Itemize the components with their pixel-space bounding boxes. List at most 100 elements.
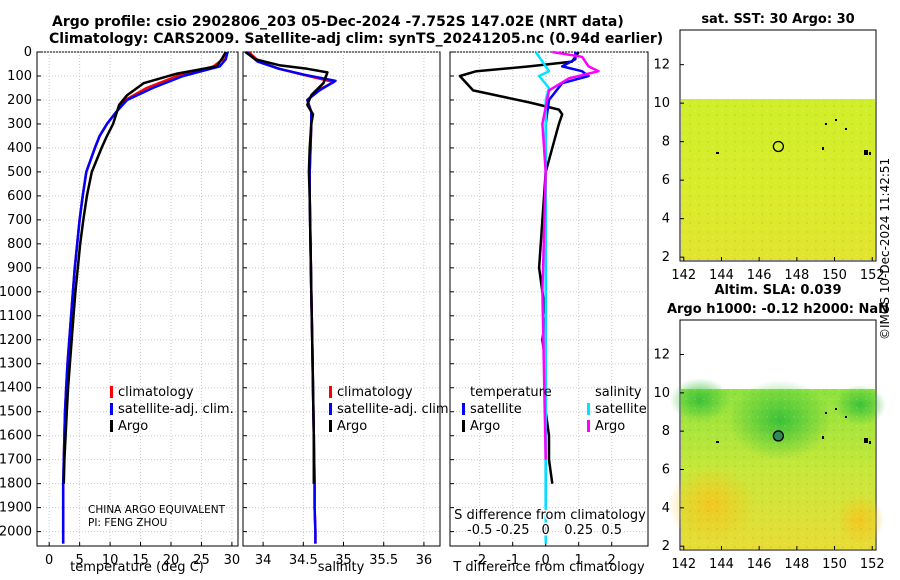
sst-islands [716, 119, 871, 155]
salinity-grid [243, 51, 440, 546]
island-mark [835, 119, 837, 121]
legend-swatch-climatology [110, 386, 113, 398]
y-tick-label: 700 [7, 213, 32, 228]
sla-map-subtitle: Argo h1000: -0.12 h2000: NaN [667, 302, 889, 317]
y-tick-label: 8 [662, 424, 670, 439]
x-tick-label: 0 [542, 553, 550, 568]
legend-label-argo: Argo [118, 419, 148, 434]
credit-line1: CHINA ARGO EQUIVALENT [88, 504, 226, 516]
y-tick-label: 1900 [0, 501, 32, 516]
x-tick-label: 25 [193, 553, 210, 568]
x-tick-label: 2 [608, 553, 616, 568]
y-tick-label: 2000 [0, 525, 32, 540]
legend-swatch-s-satellite [587, 403, 590, 415]
temperature-legend: climatology satellite-adj. clim. Argo [110, 385, 234, 434]
figure-title-line1: Argo profile: csio 2902806_203 05-Dec-20… [52, 14, 624, 30]
temperature-panel: 0100200300400500600700800900100011001200… [0, 45, 240, 575]
x-tick-label: 148 [784, 557, 809, 572]
depth-tick-labels: 0 100 200 300 400 500 600 700 800 900 1000 1100 1200… [0, 45, 32, 540]
y-tick-label: 12 [653, 348, 670, 363]
x-tick-label: 146 [747, 268, 772, 283]
legend-swatch-argo [110, 420, 113, 432]
temperature-tick-labels: 0 5 10 15 20 25 30 [45, 553, 240, 568]
x-tick-label: 36 [416, 553, 433, 568]
legend-label-argo: Argo [337, 419, 367, 434]
island-mark [825, 123, 827, 125]
x-tick-label: 10 [102, 553, 119, 568]
sla-map-title: Altim. SLA: 0.039 [715, 283, 842, 298]
sla-map-panel: Altim. SLA: 0.039 Argo h1000: -0.12 h200… [653, 283, 889, 572]
x-tick-label: 5 [75, 553, 83, 568]
legend-label-s-argo: Argo [595, 419, 625, 434]
salinity-plot-frame [242, 51, 441, 547]
x-tick-label: 146 [747, 557, 772, 572]
y-tick-label: 600 [7, 189, 32, 204]
x-tick-label: 144 [709, 268, 734, 283]
y-tick-label: 0 [24, 45, 32, 60]
legend-label-satellite: satellite-adj. clim. [118, 402, 234, 417]
island-mark [864, 438, 868, 443]
y-tick-label: 6 [662, 463, 670, 478]
legend-label-t-satellite: satellite [470, 402, 522, 417]
x-tick-label: 152 [860, 557, 885, 572]
island-mark [845, 128, 847, 130]
island-mark [845, 416, 847, 418]
y-tick-label: 1600 [0, 429, 32, 444]
legend-label-climatology: climatology [337, 385, 413, 400]
legend-label-climatology: climatology [118, 385, 194, 400]
argo-position-marker [772, 430, 785, 442]
x-tick-label: 20 [163, 553, 180, 568]
t-difference-tick-labels: -2 -1 0 1 2 [473, 553, 616, 568]
sst-map-panel: sat. SST: 30 Argo: 30 142 144 146 148 150 152… [653, 12, 884, 283]
y-tick-label: 1700 [0, 453, 32, 468]
top-x-tick-label: 0.25 [564, 523, 593, 538]
y-tick-label: 1100 [0, 309, 32, 324]
legend-label-s-satellite: satellite [595, 402, 647, 417]
y-tick-label: 300 [7, 117, 32, 132]
y-tick-label: 1300 [0, 357, 32, 372]
legend-label-satellite: satellite-adj. clim. [337, 402, 453, 417]
y-tick-label: 12 [653, 58, 670, 73]
legend-label-t-argo: Argo [470, 419, 500, 434]
x-tick-label: 142 [671, 268, 696, 283]
top-x-tick-label: -0.5 [467, 523, 492, 538]
island-mark [822, 147, 824, 150]
difference-legend: temperature satellite Argo salinity sate… [462, 385, 647, 434]
x-tick-label: 1 [575, 553, 583, 568]
y-tick-label: 1400 [0, 381, 32, 396]
island-mark [716, 441, 719, 443]
salinity-series [244, 50, 337, 544]
y-tick-label: 4 [662, 501, 670, 516]
credit-line2: PI: FENG ZHOU [88, 517, 167, 529]
top-x-tick-label: 0.5 [601, 523, 622, 538]
x-tick-label: 0 [45, 553, 53, 568]
x-tick-label: 34 [255, 553, 272, 568]
y-tick-label: 1500 [0, 405, 32, 420]
temperature-plot-frame [36, 51, 239, 547]
top-x-tick-label: 0 [542, 523, 550, 538]
island-mark [835, 408, 837, 410]
y-tick-label: 100 [7, 69, 32, 84]
legend-swatch-argo [329, 420, 332, 432]
y-tick-label: 500 [7, 165, 32, 180]
x-tick-label: 34.5 [289, 553, 318, 568]
island-mark [822, 436, 824, 439]
series-line-argo [62, 51, 227, 484]
legend-swatch-t-argo [462, 420, 465, 432]
x-tick-label: 152 [860, 268, 885, 283]
series-line-s-satellite [534, 51, 551, 544]
x-tick-label: 144 [709, 557, 734, 572]
difference-grid [450, 51, 648, 546]
sst-map-tick-labels: 142 144 146 148 150 152 2 4 6 8 10 12 [653, 58, 884, 283]
y-tick-label: 10 [653, 386, 670, 401]
x-tick-label: 150 [822, 268, 847, 283]
t-difference-axis-label: T difference from climatology [452, 560, 645, 575]
legend-swatch-s-argo [587, 420, 590, 432]
y-tick-label: 8 [662, 135, 670, 150]
series-line-satellite-adj-clim [61, 51, 229, 544]
difference-panel: -2 -1 0 1 2 -0.5 -0.25 0 0.25 0.5 S difference f… [449, 50, 649, 575]
argo-position-marker [772, 140, 785, 153]
s-difference-tick-labels: -0.5 -0.25 0 0.25 0.5 [466, 522, 624, 540]
x-tick-label: 30 [224, 553, 241, 568]
